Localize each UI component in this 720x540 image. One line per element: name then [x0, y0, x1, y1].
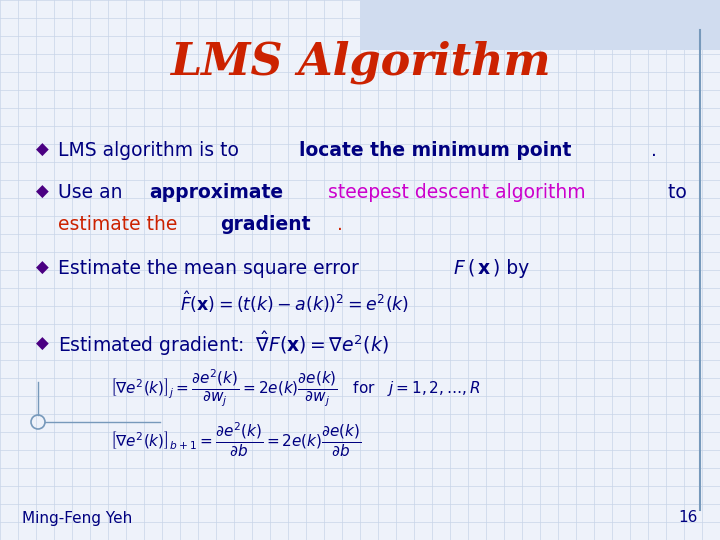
Text: estimate the: estimate the	[58, 214, 184, 233]
Text: $\left[\nabla e^2(k)\right]_{b+1} = \dfrac{\partial e^2(k)}{\partial b} = 2e(k)\: $\left[\nabla e^2(k)\right]_{b+1} = \dfr…	[110, 421, 361, 459]
Text: LMS Algorithm: LMS Algorithm	[170, 40, 550, 84]
Text: ◆: ◆	[35, 141, 48, 159]
Text: $\left[\nabla e^2(k)\right]_j = \dfrac{\partial e^2(k)}{\partial w_j} = 2e(k)\df: $\left[\nabla e^2(k)\right]_j = \dfrac{\…	[110, 367, 481, 409]
Text: gradient: gradient	[220, 214, 310, 233]
Bar	[360, 0, 720, 50]
Text: Estimate the mean square error: Estimate the mean square error	[58, 259, 365, 278]
Text: ◆: ◆	[35, 259, 48, 277]
Text: steepest descent algorithm: steepest descent algorithm	[322, 183, 585, 201]
Text: to: to	[662, 183, 687, 201]
Text: .: .	[651, 140, 657, 159]
Text: Estimated gradient:  $\hat{\nabla}F(\mathbf{x}) = \nabla e^2(k)$: Estimated gradient: $\hat{\nabla}F(\math…	[58, 329, 389, 359]
Text: ◆: ◆	[35, 183, 48, 201]
Text: .: .	[336, 214, 343, 233]
Text: x: x	[477, 259, 490, 278]
Text: LMS algorithm is to: LMS algorithm is to	[58, 140, 245, 159]
Text: 16: 16	[679, 510, 698, 525]
Text: Ming-Feng Yeh: Ming-Feng Yeh	[22, 510, 132, 525]
Text: F: F	[454, 259, 464, 278]
Text: ) by: ) by	[493, 259, 529, 278]
Text: locate the minimum point: locate the minimum point	[299, 140, 572, 159]
Text: Use an: Use an	[58, 183, 128, 201]
Text: ◆: ◆	[35, 335, 48, 353]
Text: $\hat{F}(\mathbf{x}) = \left(t(k) - a(k)\right)^2 = e^2(k)$: $\hat{F}(\mathbf{x}) = \left(t(k) - a(k)…	[180, 289, 409, 315]
Text: approximate: approximate	[149, 183, 283, 201]
Text: (: (	[468, 259, 475, 278]
